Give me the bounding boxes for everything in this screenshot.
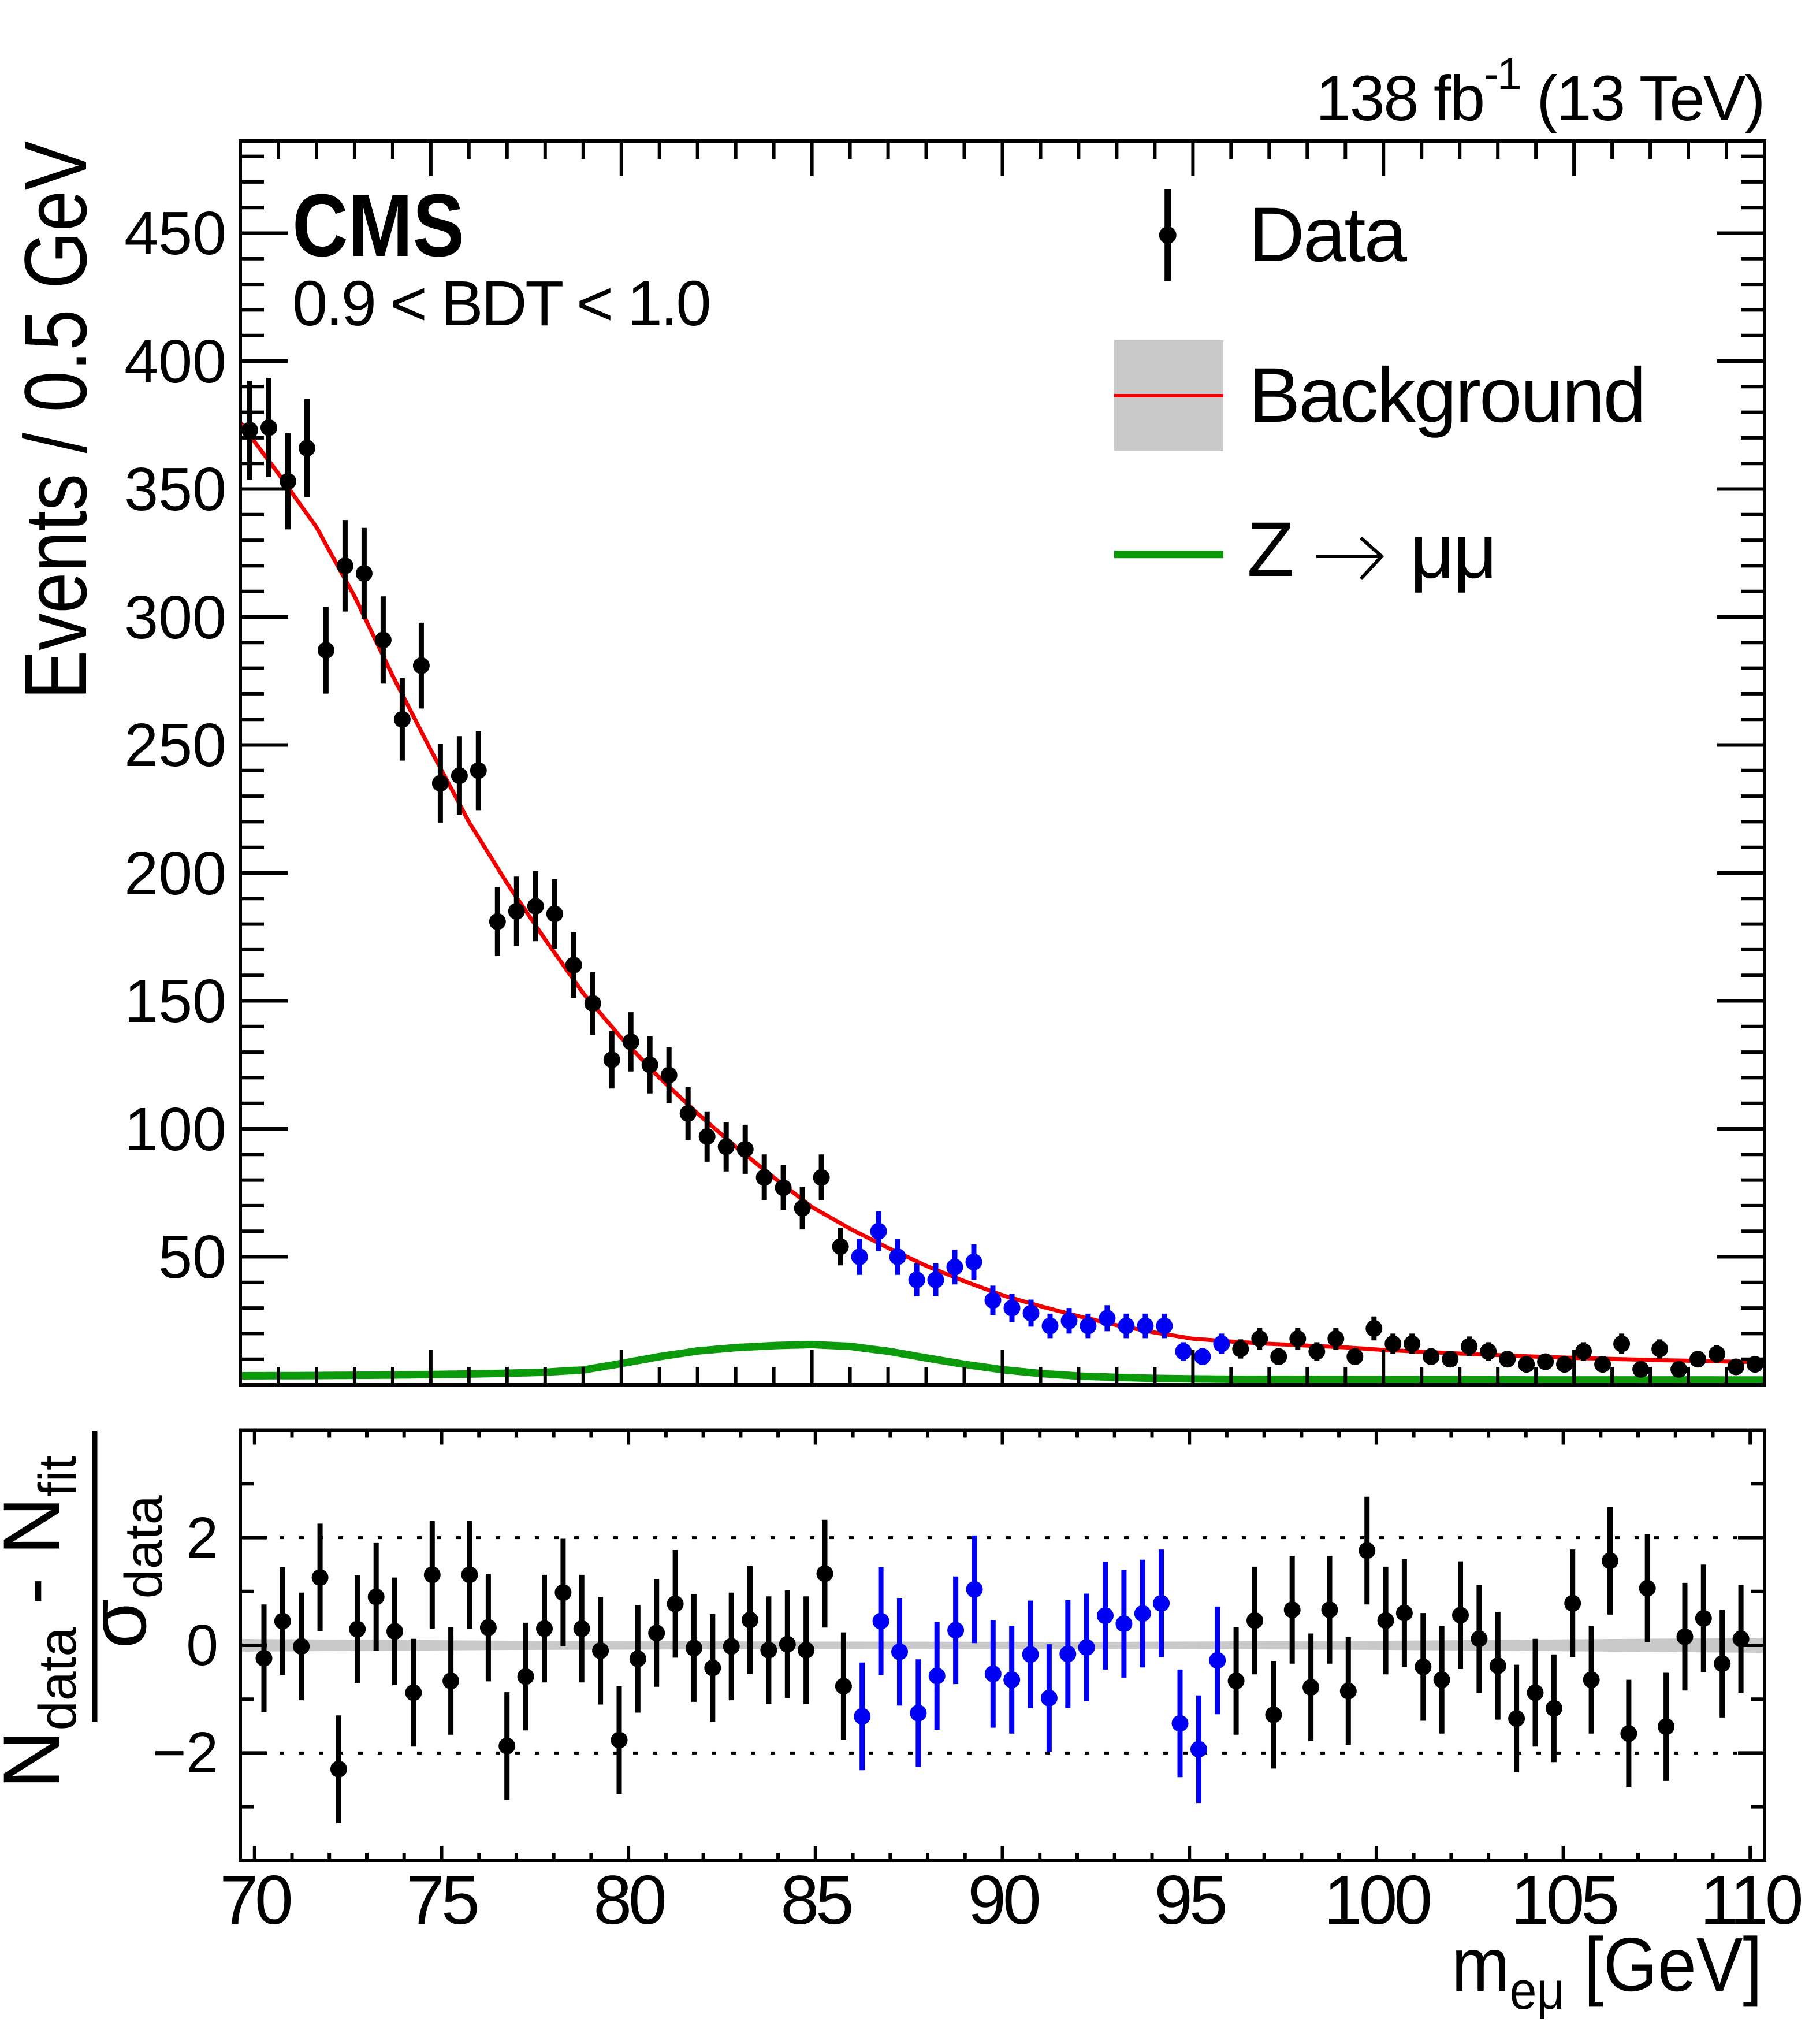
svg-text:CMS: CMS — [292, 176, 464, 275]
svg-text:250: 250 — [124, 711, 226, 779]
svg-text:μμ: μμ — [1410, 508, 1495, 594]
svg-text:100: 100 — [124, 1095, 226, 1164]
svg-text:Ndata - Nfit: Ndata - Nfit — [0, 1455, 87, 1789]
svg-text:138 fb-1 (13 TeV): 138 fb-1 (13 TeV) — [1316, 49, 1764, 134]
svg-text:meμ [GeV]: meμ [GeV] — [1451, 1922, 1762, 2019]
svg-text:90: 90 — [967, 1861, 1039, 1939]
svg-text:85: 85 — [780, 1861, 851, 1939]
svg-text:75: 75 — [406, 1861, 477, 1939]
svg-text:200: 200 — [124, 839, 226, 908]
svg-text:70: 70 — [219, 1861, 291, 1939]
svg-text:105: 105 — [1511, 1861, 1617, 1939]
svg-text:300: 300 — [124, 583, 226, 652]
svg-text:50: 50 — [158, 1223, 226, 1291]
svg-text:80: 80 — [593, 1861, 665, 1939]
svg-text:Data: Data — [1249, 192, 1408, 278]
svg-text:Background: Background — [1249, 352, 1644, 438]
svg-text:150: 150 — [124, 967, 226, 1035]
svg-text:0.9 < BDT < 1.0: 0.9 < BDT < 1.0 — [292, 268, 709, 339]
svg-text:95: 95 — [1154, 1861, 1225, 1939]
svg-text:Z: Z — [1247, 507, 1294, 593]
svg-text:400: 400 — [124, 328, 226, 396]
svg-text:Events / 0.5 GeV: Events / 0.5 GeV — [6, 141, 105, 700]
svg-text:350: 350 — [124, 455, 226, 523]
svg-text:110: 110 — [1700, 1861, 1802, 1939]
svg-text:−2: −2 — [152, 1720, 218, 1785]
svg-text:0: 0 — [186, 1613, 218, 1678]
svg-text:100: 100 — [1324, 1861, 1430, 1939]
svg-text:2: 2 — [186, 1506, 218, 1570]
svg-text:450: 450 — [124, 199, 226, 267]
